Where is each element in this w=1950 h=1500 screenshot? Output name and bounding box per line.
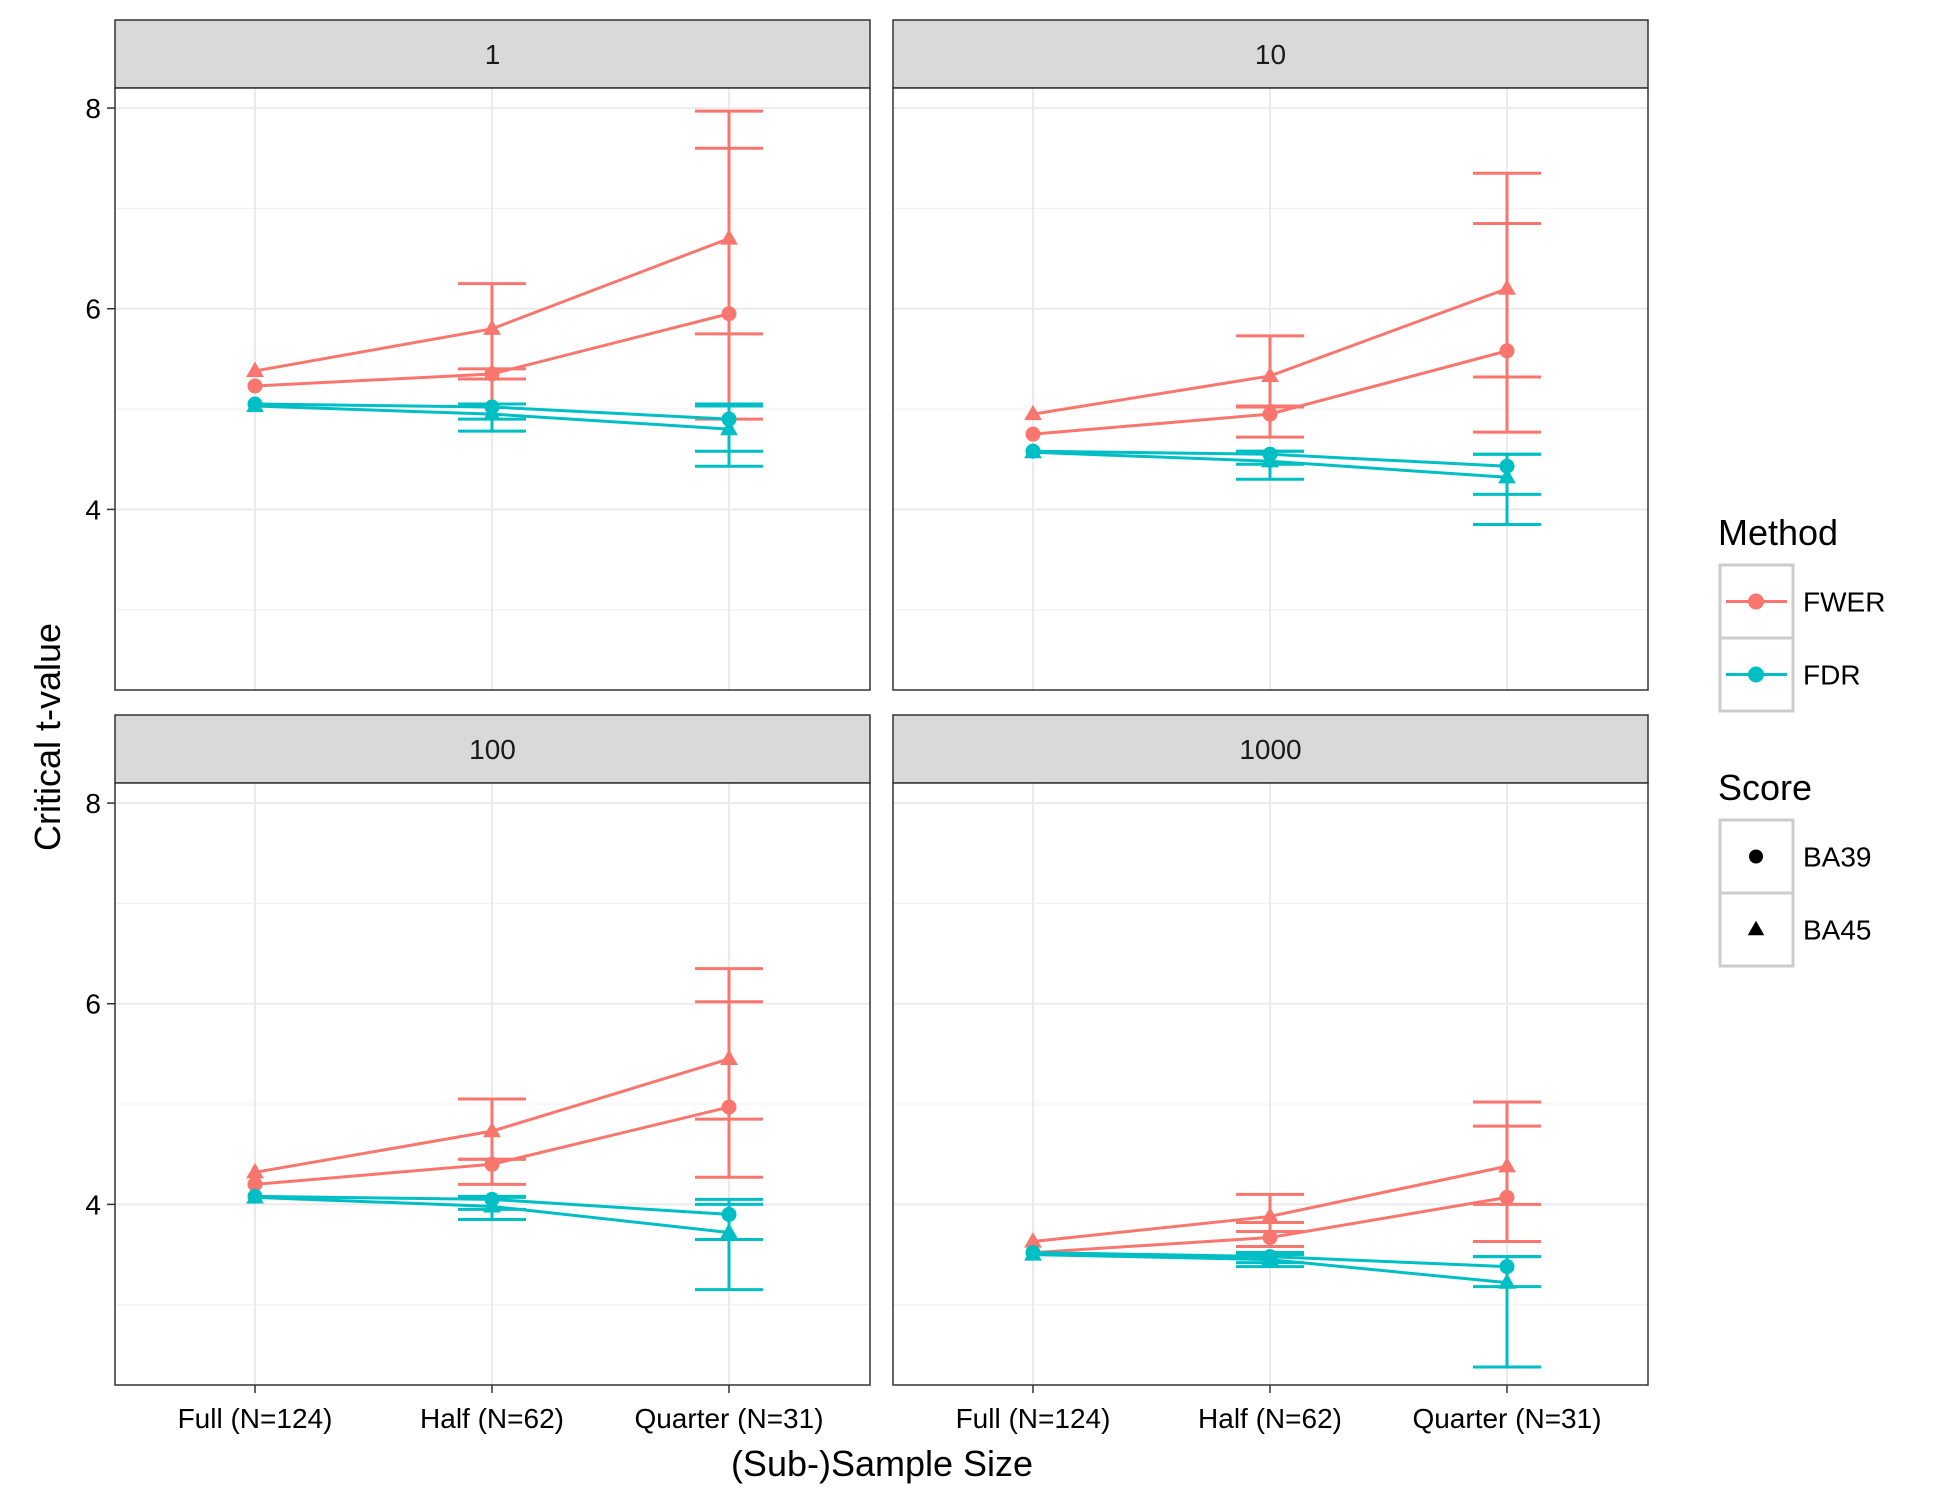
panel-10-strip-label: 10 bbox=[1255, 39, 1286, 70]
panel-1: 1 4 6 8 bbox=[85, 19, 871, 691]
panel-1-border bbox=[114, 87, 871, 691]
legend-score-label-ba39: BA39 bbox=[1803, 842, 1872, 873]
legend-method: Method FWER FDR bbox=[1718, 512, 1885, 713]
panel-100: 100 4 6 8 Full (N=124) Half (N=62) Quarter (N=… bbox=[85, 714, 871, 1434]
legend-score: Score BA39 BA45 bbox=[1718, 767, 1872, 968]
panel-1000-strip-label: 1000 bbox=[1239, 734, 1301, 765]
panel-10-fdr-ba45-point bbox=[1024, 442, 1042, 459]
legend-method-key-point bbox=[1748, 666, 1764, 683]
panel-1-strip-label: 1 bbox=[485, 39, 501, 70]
y-tick-label: 4 bbox=[85, 1189, 101, 1220]
x-axis-title: (Sub-)Sample Size bbox=[731, 1443, 1033, 1484]
panel-100-fdr-ba45-point bbox=[720, 1223, 738, 1239]
panel-1000-fwer-ba45-point bbox=[1498, 1156, 1516, 1173]
legend-score-key-triangle-icon bbox=[1747, 920, 1765, 936]
panel-1-fdr-ba45-point bbox=[246, 396, 264, 413]
panel-10-fwer-ba45-point bbox=[1261, 366, 1279, 383]
x-tick-label: Full (N=124) bbox=[178, 1403, 333, 1434]
panel-10: 10 bbox=[892, 19, 1649, 691]
legend-method-label-fdr: FDR bbox=[1803, 660, 1861, 691]
y-tick-label: 6 bbox=[85, 294, 101, 325]
panel-10-fdr-ba45-point bbox=[1261, 451, 1279, 468]
x-tick-label: Half (N=62) bbox=[1198, 1403, 1342, 1434]
panel-10-border bbox=[892, 87, 1649, 691]
panel-100-strip-label: 100 bbox=[469, 734, 516, 765]
panel-1-fwer-ba39-point bbox=[247, 378, 263, 394]
panel-10-fdr-ba45-point bbox=[1498, 467, 1516, 484]
legend-method-label-fwer: FWER bbox=[1803, 587, 1885, 618]
panel-10-fwer-ba39-point bbox=[1025, 426, 1041, 442]
panel-1000-strip bbox=[892, 714, 1649, 784]
panel-100-fwer-ba45-point bbox=[720, 1049, 738, 1066]
x-tick-label: Quarter (N=31) bbox=[1412, 1403, 1601, 1434]
panel-10-fwer-ba45-point bbox=[1024, 404, 1042, 421]
y-tick-label: 8 bbox=[85, 93, 101, 124]
y-tick-label: 4 bbox=[85, 494, 101, 525]
legend-score-key-circle-icon bbox=[1749, 849, 1763, 864]
x-tick-label: Full (N=124) bbox=[956, 1403, 1111, 1434]
y-axis-title: Critical t-value bbox=[27, 623, 68, 851]
legend-method-title: Method bbox=[1718, 512, 1838, 553]
y-tick-label: 8 bbox=[85, 788, 101, 819]
panel-1000-fdr-ba45-point bbox=[1498, 1273, 1516, 1289]
panel-100-fwer-ba45-point bbox=[246, 1162, 264, 1179]
panel-1-fwer-ba45-point bbox=[246, 361, 264, 378]
legend-score-title: Score bbox=[1718, 767, 1812, 808]
panel-100-fwer-ba45-point bbox=[483, 1121, 501, 1138]
y-tick-label: 6 bbox=[85, 989, 101, 1020]
panel-100-fdr-ba45-point bbox=[246, 1188, 264, 1204]
panel-1-fdr-ba45-point bbox=[483, 404, 501, 421]
panel-1000-fwer-ba45-point bbox=[1024, 1232, 1042, 1248]
panel-1-fdr-ba45-point bbox=[720, 419, 738, 436]
panel-1000-fwer-ba45-point bbox=[1261, 1207, 1279, 1223]
panel-1000-fdr-ba45-point bbox=[1261, 1250, 1279, 1266]
panel-1000-fwer-ba39-point bbox=[1262, 1230, 1278, 1246]
panel-1-fwer-ba45-point bbox=[720, 229, 738, 245]
panel-10-fwer-ba39-point bbox=[1262, 406, 1278, 422]
x-tick-label: Quarter (N=31) bbox=[634, 1403, 823, 1434]
panel-1000-fdr-ba45-point bbox=[1024, 1245, 1042, 1261]
x-tick-label: Half (N=62) bbox=[420, 1403, 564, 1434]
legend-score-label-ba45: BA45 bbox=[1803, 915, 1872, 946]
panel-100-fdr-ba45-point bbox=[483, 1197, 501, 1213]
panel-10-strip bbox=[892, 19, 1649, 89]
panel-1-strip bbox=[114, 19, 871, 89]
panel-100-strip bbox=[114, 714, 871, 784]
panel-10-fwer-ba45-point bbox=[1498, 279, 1516, 295]
panel-100-fwer-ba39-point bbox=[247, 1176, 263, 1192]
legend-method-key-point bbox=[1748, 593, 1764, 610]
panel-1-fwer-ba45-point bbox=[483, 319, 501, 335]
panel-1000: 1000 Full (N=124) Half (N=62) Quarter (N=31… bbox=[892, 714, 1649, 1434]
